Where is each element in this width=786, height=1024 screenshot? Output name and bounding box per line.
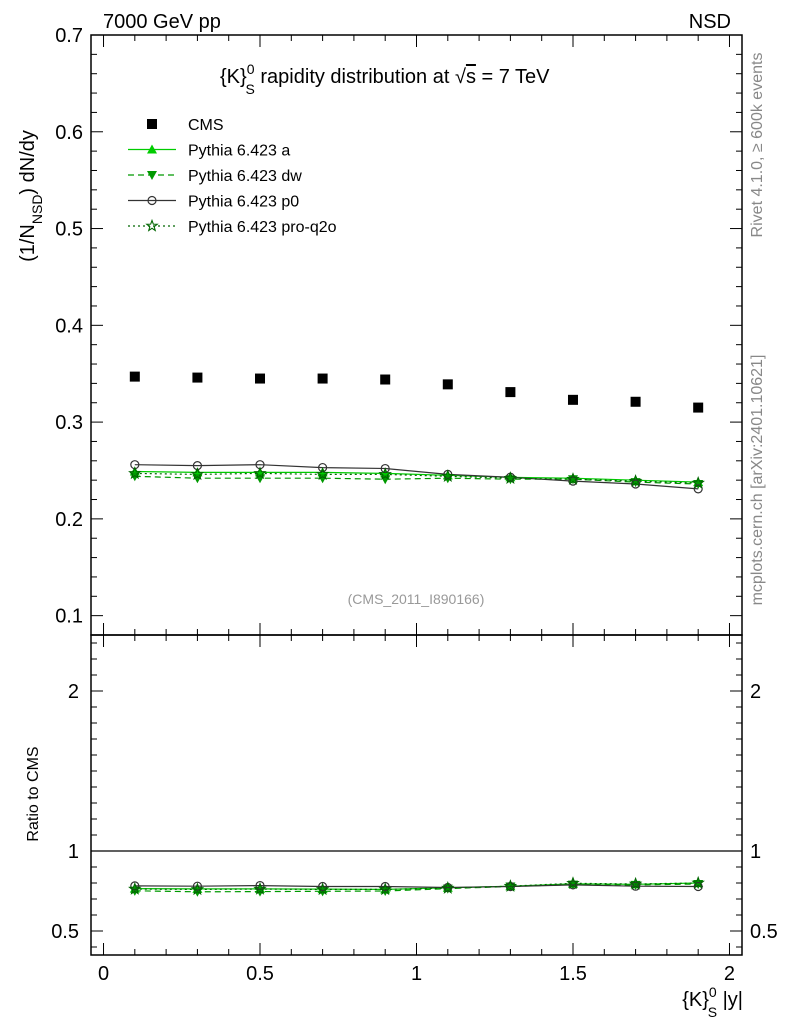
data-point [317, 373, 328, 384]
x-tick-label: 0 [98, 963, 109, 985]
mc-point [128, 466, 142, 480]
y-tick-label: 0.3 [55, 412, 83, 434]
legend: CMS Pythia 6.423 a Pythia 6.423 dw Pythia 6… [128, 117, 337, 236]
analysis-watermark: (CMS_2011_I890166) [348, 591, 485, 607]
ratio-point [253, 881, 267, 895]
ratio-point [691, 875, 705, 889]
legend-marker [147, 171, 157, 180]
mc-point [380, 463, 390, 474]
series-line [134, 470, 699, 483]
mc-point [190, 467, 205, 481]
data-point [442, 379, 453, 390]
ratio-y-tick-label-right: 0.5 [750, 921, 778, 943]
ratio-y-tick-label-right: 2 [750, 681, 761, 703]
data-point [255, 373, 266, 384]
ratio-series-line [134, 884, 699, 889]
x-tick-label: 1 [411, 963, 422, 985]
ratio-point [630, 881, 641, 891]
legend-marker [147, 119, 157, 129]
mc-point [691, 475, 705, 489]
y-tick-label: 0.7 [55, 25, 83, 47]
data-point [630, 396, 641, 407]
ratio-series-line [134, 883, 699, 893]
mc-point [503, 471, 518, 484]
legend-label: Pythia 6.423 a [188, 143, 290, 160]
y-tick-label: 0.6 [55, 122, 83, 144]
ratio-point [628, 876, 643, 890]
main-series [128, 371, 705, 494]
y-tick-label: 0.5 [55, 219, 83, 241]
mc-point [628, 474, 643, 487]
legend-label: Pythia 6.423 dw [188, 168, 302, 185]
ratio-point [566, 876, 580, 890]
ratio-point [192, 881, 203, 891]
data-point [380, 374, 391, 385]
series-line [134, 472, 699, 484]
data-point [129, 371, 140, 382]
x-tick-label: 1.5 [559, 963, 587, 985]
ratio-y-tick-label: 2 [68, 681, 79, 703]
ratio-point [568, 880, 578, 890]
y-tick-label: 0.4 [55, 315, 83, 337]
energy-label: 7000 GeV pp [103, 11, 221, 33]
ratio-y-tick-label-right: 1 [750, 841, 761, 863]
legend-marker [147, 195, 157, 206]
mc-point [378, 467, 392, 481]
ratio-y-tick-label: 1 [68, 841, 79, 863]
mc-point [315, 467, 330, 481]
main-y-axis-label: (1/NNSD) dN/dy [17, 130, 45, 262]
legend-label: Pythia 6.423 pro-q2o [188, 219, 337, 236]
mc-point [253, 466, 267, 480]
legend-label: Pythia 6.423 p0 [188, 194, 299, 211]
legend-label: CMS [188, 117, 224, 134]
data-point [505, 387, 516, 398]
series-line [134, 475, 699, 485]
ratio-point [503, 879, 518, 892]
ratio-panel-frame [90, 634, 743, 956]
ratio-point [128, 881, 142, 895]
axis-ticks: 0.1 0.2 0.3 0.4 0.5 0.6 0.7 0.5 0.5 1 1 2 2 0 0.5 1 1.5 2 [51, 25, 778, 985]
mc-point [568, 476, 578, 486]
y-tick-label: 0.1 [55, 606, 83, 628]
legend-marker [145, 218, 159, 232]
ratio-point [315, 882, 330, 896]
rivet-version-label: Rivet 4.1.0, ≥ 600k events [749, 53, 766, 238]
data-point [693, 402, 704, 413]
ratio-series-line [134, 882, 699, 891]
legend-marker [147, 144, 157, 154]
chart-title: {K}0 S rapidity distribution at √s = 7 Te… [220, 61, 550, 97]
ratio-point [190, 882, 205, 896]
series-line [134, 464, 699, 490]
ratio-point [441, 881, 455, 894]
ratio-y-tick-label: 0.5 [51, 921, 79, 943]
mc-point [566, 472, 580, 485]
x-axis-label: {K}0 S |y| [682, 984, 743, 1020]
mcplots-label: mcplots.cern.ch [arXiv:2401.10621] [749, 355, 766, 606]
x-tick-label: 0.5 [246, 963, 274, 985]
x-tick-label: 2 [724, 963, 735, 985]
ratio-point [693, 879, 704, 889]
mc-point [318, 462, 328, 473]
ratio-series [91, 850, 742, 897]
mc-point [441, 469, 455, 483]
ratio-point [693, 881, 703, 892]
mc-point [505, 475, 516, 485]
y-tick-label: 0.2 [55, 509, 83, 531]
mc-point [630, 479, 641, 489]
process-label: NSD [689, 11, 731, 33]
data-point [192, 372, 203, 383]
ratio-point [130, 881, 140, 891]
ratio-point [378, 882, 392, 896]
ratio-y-axis-label: Ratio to CMS [25, 746, 42, 841]
data-point [567, 394, 578, 405]
